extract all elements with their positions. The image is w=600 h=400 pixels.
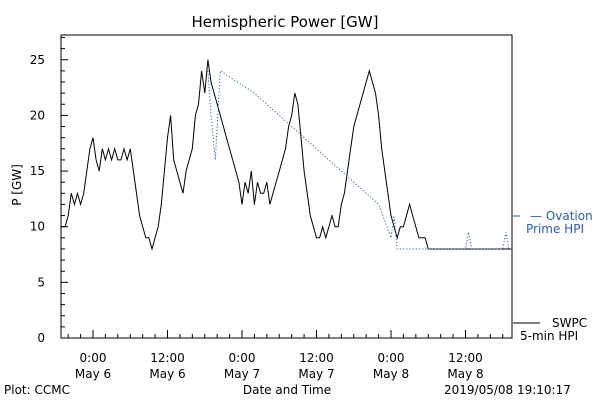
x-tick-label-time: 12:00: [448, 351, 483, 365]
swpc-hpi-line: [61, 59, 512, 251]
ovation-prime-line: [207, 70, 512, 250]
x-tick-label-time: 12:00: [299, 351, 334, 365]
y-axis-label: P [GW]: [10, 164, 24, 206]
x-tick-label-date: May 6: [75, 367, 111, 381]
x-tick-label-date: May 8: [373, 367, 409, 381]
y-tick-label: 5: [37, 275, 45, 289]
y-tick-label: 20: [30, 108, 45, 122]
x-tick-label-date: May 7: [224, 367, 260, 381]
plot-frame: [60, 34, 513, 339]
x-tick-label-time: 12:00: [150, 351, 185, 365]
series-layer: [61, 59, 512, 251]
y-tick-label: 10: [30, 220, 45, 234]
y-tick-label: 15: [30, 164, 45, 178]
y-tick-label: 25: [30, 53, 45, 67]
plot-credit: Plot: CCMC: [4, 383, 70, 397]
y-tick-label: 0: [37, 331, 45, 345]
x-tick-label-date: May 6: [149, 367, 185, 381]
x-tick-label-time: 0:00: [378, 351, 405, 365]
swpc-legend-label-2: 5-min HPI: [520, 329, 578, 343]
y-axis: 0 5 10 15 20 25: [30, 36, 68, 345]
swpc-legend-label: SWPC: [552, 316, 587, 330]
chart-title: Hemispheric Power [GW]: [192, 13, 379, 31]
ovation-legend-label: — Ovation: [530, 209, 593, 223]
x-tick-label-time: 0:00: [80, 351, 107, 365]
ovation-legend-label-2: Prime HPI: [526, 222, 584, 236]
x-tick-label-date: May 7: [298, 367, 334, 381]
x-axis-label: Date and Time: [243, 383, 331, 397]
x-axis: 0:00 May 6 12:00 May 6 0:00 May 7 12:00 May 7 0:…: [67, 330, 504, 381]
x-tick-label-date: May 8: [447, 367, 483, 381]
timestamp: 2019/05/08 19:10:17: [444, 383, 571, 397]
x-tick-label-time: 0:00: [229, 351, 256, 365]
